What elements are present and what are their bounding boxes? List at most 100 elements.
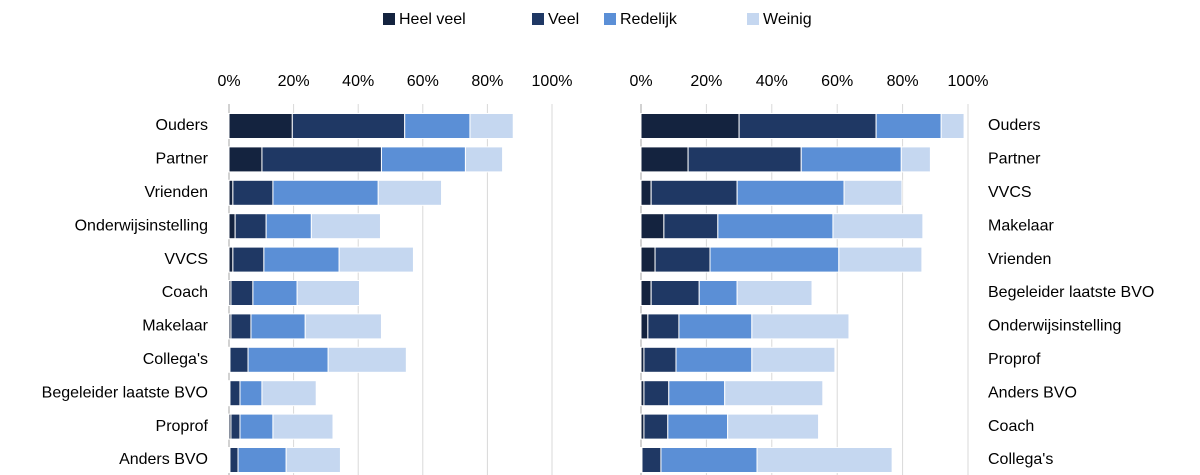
y-tick-label: VVCS: [164, 251, 208, 268]
y-tick-label: Anders BVO: [988, 384, 1077, 401]
bar-segment: [464, 146, 504, 173]
legend-label: Weinig: [763, 11, 812, 28]
bar-segment: [751, 346, 836, 373]
bar-segment: [650, 280, 700, 306]
bar-segment: [687, 146, 802, 173]
bar-segment: [727, 413, 820, 440]
y-tick-label: Partner: [988, 151, 1041, 168]
legend-label: Heel veel: [399, 11, 466, 28]
bar-segment: [263, 246, 340, 273]
bar-segment: [230, 280, 254, 306]
bar-segment: [232, 179, 274, 206]
y-tick-label: Vrienden: [145, 184, 208, 201]
legend-swatch: [604, 13, 616, 25]
y-tick-label: Vrienden: [988, 251, 1051, 268]
bar-segment: [232, 246, 265, 273]
bar-segment: [338, 246, 414, 273]
x-tick-label: 80%: [887, 73, 919, 90]
legend-swatch: [532, 13, 544, 25]
bar-segment: [640, 213, 665, 240]
bar-segment: [247, 346, 329, 373]
bar-segment: [252, 280, 298, 306]
x-tick-label: 40%: [756, 73, 788, 90]
x-tick-label: 0%: [629, 73, 652, 90]
bar-segment: [310, 213, 381, 240]
bar-segment: [736, 280, 813, 306]
bar-segment: [228, 113, 293, 139]
bar-segment: [261, 380, 317, 407]
bar-segment: [647, 313, 680, 340]
bar-segment: [640, 246, 656, 273]
bar-segment: [940, 113, 965, 139]
bar-segment: [643, 413, 669, 440]
bar-segment: [230, 413, 241, 440]
bar-segment: [229, 447, 239, 473]
x-tick-label: 20%: [690, 73, 722, 90]
y-tick-label: Makelaar: [988, 217, 1054, 234]
bar-segment: [654, 246, 711, 273]
bar-segment: [709, 246, 840, 273]
legend-swatch: [383, 13, 395, 25]
y-tick-label: Onderwijsinstelling: [988, 318, 1121, 335]
bar-segment: [239, 413, 274, 440]
y-tick-label: Onderwijsinstelling: [75, 217, 208, 234]
y-tick-label: Ouders: [156, 117, 208, 134]
bar-segment: [230, 313, 252, 340]
y-tick-label: Proprof: [988, 351, 1041, 368]
bar-segment: [250, 313, 306, 340]
legend-label: Redelijk: [620, 11, 678, 28]
bar-segment: [304, 313, 382, 340]
bar-segment: [900, 146, 931, 173]
bar-segment: [640, 146, 689, 173]
y-tick-label: Coach: [988, 418, 1034, 435]
y-tick-label: Ouders: [988, 117, 1040, 134]
x-tick-label: 100%: [532, 73, 573, 90]
bar-segment: [228, 213, 236, 240]
bar-segment: [756, 447, 893, 473]
y-tick-label: Coach: [162, 284, 208, 301]
bar-segment: [717, 213, 834, 240]
bar-segment: [738, 113, 877, 139]
bar-segment: [650, 179, 738, 206]
bar-segment: [380, 146, 466, 173]
bar-segment: [660, 447, 758, 473]
bar-segment: [228, 246, 234, 273]
bar-segment: [469, 113, 514, 139]
bar-segment: [272, 179, 379, 206]
y-tick-label: Makelaar: [142, 318, 208, 335]
bar-segment: [640, 313, 649, 340]
x-tick-label: 100%: [948, 73, 989, 90]
bar-segment: [668, 380, 726, 407]
bar-segment: [377, 179, 443, 206]
bar-segment: [643, 380, 670, 407]
bar-segment: [228, 179, 234, 206]
bar-segment: [229, 380, 241, 407]
bar-segment: [237, 447, 287, 473]
legend-swatch: [747, 13, 759, 25]
bar-segment: [838, 246, 923, 273]
bar-segment: [239, 380, 263, 407]
bar-segment: [261, 146, 382, 173]
bar-segment: [800, 146, 902, 173]
legend-label: Veel: [548, 11, 579, 28]
bar-segment: [698, 280, 738, 306]
y-tick-label: Partner: [156, 151, 209, 168]
bar-segment: [285, 447, 341, 473]
bar-segment: [291, 113, 406, 139]
bar-segment: [265, 213, 312, 240]
bar-segment: [296, 280, 360, 306]
bar-segment: [229, 346, 249, 373]
bar-segment: [724, 380, 824, 407]
bar-segment: [736, 179, 845, 206]
bar-segment: [228, 146, 263, 173]
bar-segment: [675, 346, 753, 373]
bar-segment: [667, 413, 729, 440]
y-tick-label: Proprof: [156, 418, 209, 435]
bar-segment: [875, 113, 942, 139]
x-tick-label: 60%: [821, 73, 853, 90]
y-tick-label: Begeleider laatste BVO: [42, 384, 208, 401]
bar-segment: [643, 346, 677, 373]
y-tick-label: Anders BVO: [119, 451, 208, 468]
bar-segment: [751, 313, 850, 340]
